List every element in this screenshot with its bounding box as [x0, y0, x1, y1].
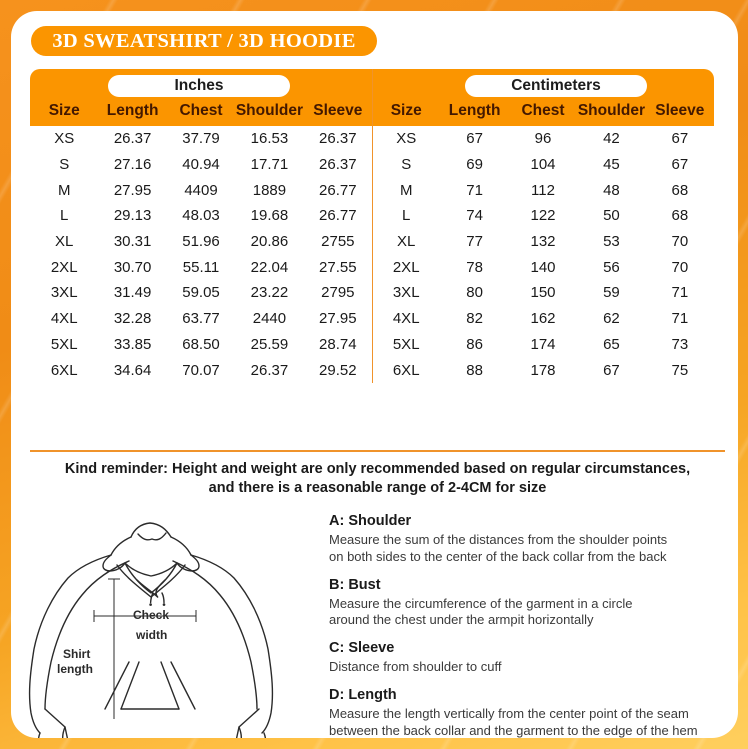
svg-text:width: width: [135, 628, 167, 642]
svg-text:Shirt: Shirt: [63, 647, 90, 661]
svg-text:length: length: [57, 662, 93, 676]
svg-text:Check: Check: [133, 608, 169, 622]
